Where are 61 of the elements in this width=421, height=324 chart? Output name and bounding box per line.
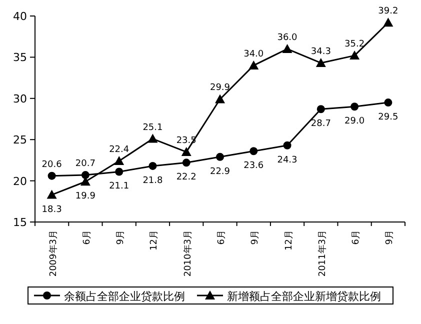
point bbox=[215, 94, 225, 104]
point bbox=[283, 141, 292, 150]
x-tick-label: 2010年3月 bbox=[182, 230, 194, 277]
data-label: 19.9 bbox=[75, 192, 96, 202]
data-label: 28.7 bbox=[310, 119, 331, 130]
data-label: 35.2 bbox=[344, 40, 365, 50]
point bbox=[48, 172, 56, 180]
point bbox=[250, 147, 258, 156]
x-tick-label: 12月 bbox=[150, 230, 160, 250]
x-tick-label: 2009年3月 bbox=[48, 230, 59, 277]
data-label: 22.9 bbox=[210, 166, 230, 177]
point bbox=[316, 58, 326, 67]
point bbox=[384, 98, 392, 107]
data-label: 25.1 bbox=[142, 122, 163, 133]
data-label: 20.6 bbox=[42, 160, 62, 170]
data-label: 22.4 bbox=[109, 145, 130, 156]
data-label: 24.3 bbox=[277, 155, 298, 166]
data-label: 21.1 bbox=[109, 182, 130, 192]
data-label: 36.0 bbox=[277, 32, 298, 43]
data-label: 21.8 bbox=[142, 176, 164, 186]
point bbox=[282, 44, 292, 53]
y-tick-label: 40 bbox=[13, 10, 27, 23]
y-tick-label: 20 bbox=[13, 174, 27, 188]
point bbox=[248, 60, 259, 70]
point bbox=[46, 190, 57, 199]
data-label: 18.3 bbox=[42, 204, 62, 215]
point bbox=[81, 171, 90, 180]
y-tick-label: 35 bbox=[13, 51, 27, 64]
point bbox=[350, 102, 359, 111]
x-tick-label: 9月 bbox=[385, 230, 396, 245]
data-label: 29.9 bbox=[210, 83, 230, 94]
y-tick-label: 25 bbox=[13, 134, 27, 147]
x-tick-label: 6月 bbox=[217, 230, 227, 245]
point bbox=[148, 162, 157, 170]
point bbox=[216, 152, 224, 161]
point bbox=[316, 105, 325, 114]
data-label: 22.2 bbox=[176, 172, 196, 183]
point bbox=[115, 168, 124, 176]
legend-label: 余额占全部企业贷款比例 bbox=[64, 290, 185, 303]
data-label: 20.7 bbox=[75, 159, 96, 170]
point bbox=[148, 134, 158, 143]
data-label: 34.3 bbox=[310, 46, 331, 57]
point bbox=[383, 18, 394, 27]
point bbox=[114, 156, 124, 166]
point bbox=[350, 50, 360, 60]
data-label: 23.6 bbox=[244, 161, 264, 172]
x-tick-label: 2011年3月 bbox=[316, 230, 328, 277]
data-label: 29.5 bbox=[378, 112, 398, 123]
point bbox=[181, 146, 192, 156]
y-tick-label: 30 bbox=[13, 92, 27, 106]
data-label: 29.0 bbox=[344, 116, 365, 127]
x-tick-label: 6月 bbox=[82, 230, 92, 245]
data-label: 39.2 bbox=[378, 6, 398, 17]
data-label: 34.0 bbox=[244, 49, 264, 60]
y-tick-label: 15 bbox=[13, 216, 27, 229]
x-tick-label: 12月 bbox=[284, 230, 294, 250]
x-tick-label: 6月 bbox=[352, 230, 362, 245]
x-tick-label: 9月 bbox=[116, 230, 126, 245]
x-tick-label: 9月 bbox=[250, 230, 261, 245]
legend-label: 新增额占全部企业新增贷款比例 bbox=[227, 290, 381, 303]
point bbox=[182, 158, 190, 167]
